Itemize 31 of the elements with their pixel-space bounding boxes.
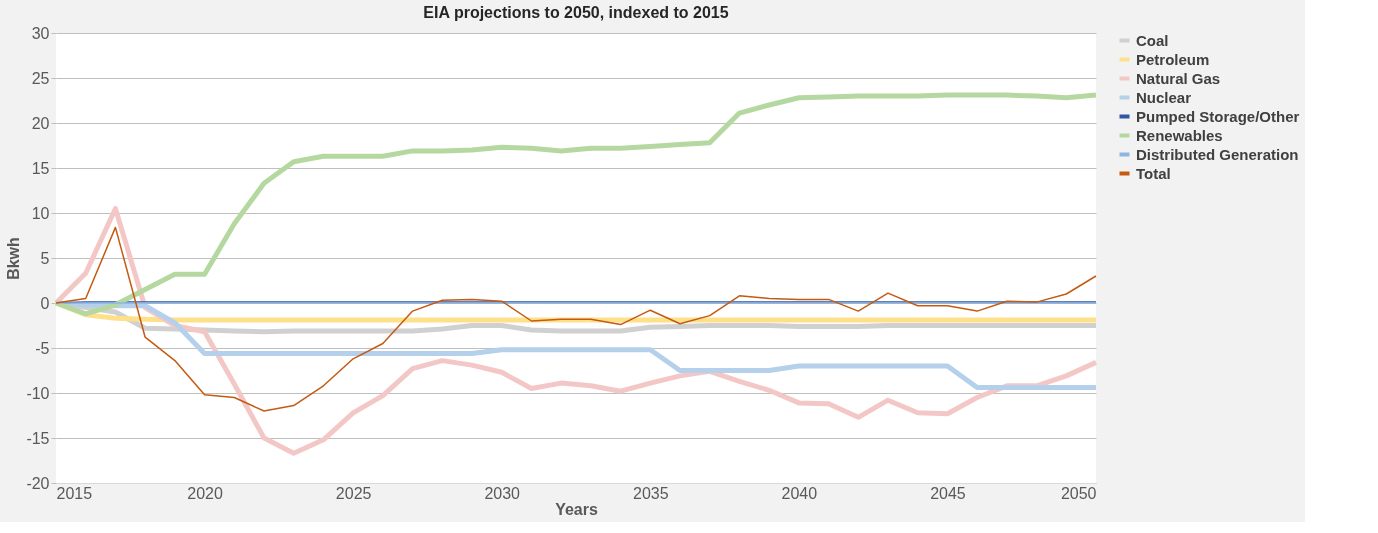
chart-title: EIA projections to 2050, indexed to 2015	[423, 4, 729, 21]
x-tick-label: 2015	[56, 484, 93, 502]
x-tick-label: 2050	[1060, 484, 1097, 502]
y-tick-label: -5	[35, 339, 50, 357]
legend-label: Total	[1136, 164, 1171, 182]
x-tick-label: 2030	[484, 484, 521, 502]
x-tick-label: 2040	[781, 484, 818, 502]
y-tick-label: 0	[40, 294, 50, 312]
x-tick-label: 2035	[632, 484, 669, 502]
y-tick-label: 20	[31, 114, 50, 132]
y-tick-label: 10	[31, 204, 50, 222]
y-axis-title: Bkwh	[5, 237, 23, 280]
x-tick-label: 2025	[335, 484, 372, 502]
legend-label: Coal	[1136, 31, 1169, 49]
y-tick-label: 25	[31, 69, 50, 87]
legend-label: Pumped Storage/Other	[1136, 107, 1300, 125]
y-tick-label: 5	[40, 249, 50, 267]
y-tick-label: -20	[26, 474, 50, 492]
legend-label: Renewables	[1136, 126, 1223, 144]
legend-label: Nuclear	[1136, 88, 1192, 106]
legend-label: Distributed Generation	[1136, 145, 1299, 163]
x-tick-label: 2020	[187, 484, 223, 502]
y-tick-label: -10	[26, 384, 50, 402]
y-tick-label: -15	[26, 429, 50, 447]
legend-label: Petroleum	[1136, 50, 1210, 68]
x-axis-title: Years	[555, 500, 598, 518]
legend-label: Natural Gas	[1136, 69, 1221, 87]
y-tick-label: 15	[31, 159, 50, 177]
x-tick-label: 2045	[930, 484, 966, 502]
y-tick-label: 30	[31, 24, 50, 42]
line-series	[55, 226, 1097, 412]
